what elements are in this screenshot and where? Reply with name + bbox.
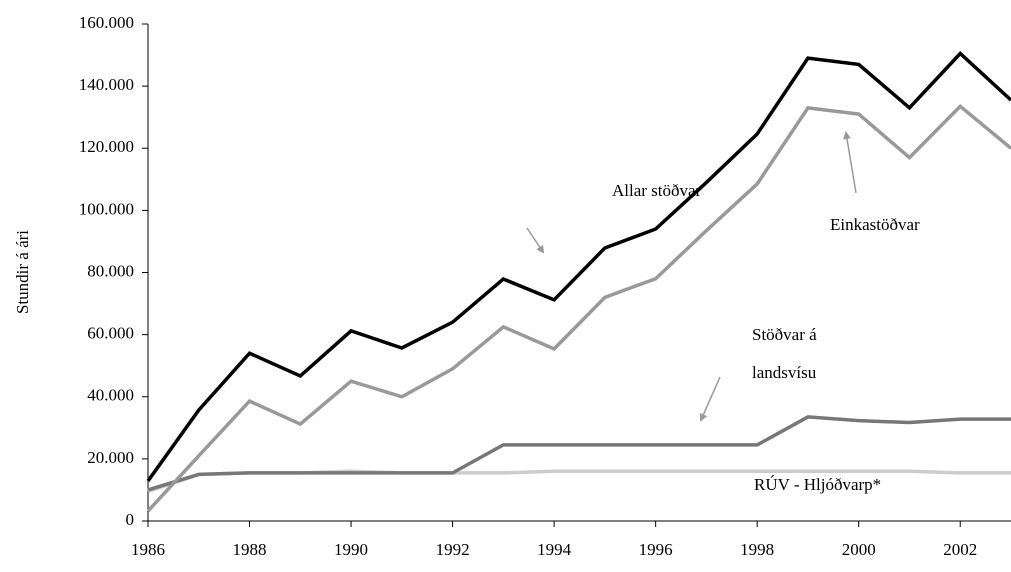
y-tick-label: 0 (126, 510, 135, 529)
x-tick-label: 1994 (537, 540, 572, 559)
x-tick-label: 1992 (436, 540, 470, 559)
annotation: Einkastöðvar (830, 215, 920, 234)
x-tick-label: 1998 (740, 540, 774, 559)
annotation: Allar stöðvar (612, 181, 702, 200)
x-tick-label: 1988 (233, 540, 267, 559)
arrow (843, 131, 857, 194)
x-tick-label: 2002 (943, 540, 977, 559)
x-tick-label: 1996 (639, 540, 673, 559)
annotation: RÚV - Hljóðvarp* (754, 475, 882, 494)
y-tick-label: 80.000 (87, 261, 134, 280)
arrow (699, 376, 721, 422)
y-tick-label: 120.000 (79, 137, 134, 156)
x-tick-label: 2000 (842, 540, 876, 559)
annotation: Stöðvar á landsvísu (752, 325, 817, 382)
series-line (147, 415, 1011, 492)
y-tick-label: 160.000 (79, 13, 134, 32)
y-tick-label: 20.000 (87, 448, 134, 467)
arrow (526, 227, 545, 254)
y-tick-label: 40.000 (87, 386, 134, 405)
y-tick-label: 140.000 (79, 75, 134, 94)
y-axis-label: Stundir á ári (13, 230, 32, 314)
y-tick-label: 100.000 (79, 199, 134, 218)
series-line (146, 103, 1011, 513)
series-line (146, 51, 1011, 482)
x-tick-label: 1990 (334, 540, 368, 559)
x-tick-label: 1986 (131, 540, 165, 559)
y-tick-label: 60.000 (87, 324, 134, 343)
